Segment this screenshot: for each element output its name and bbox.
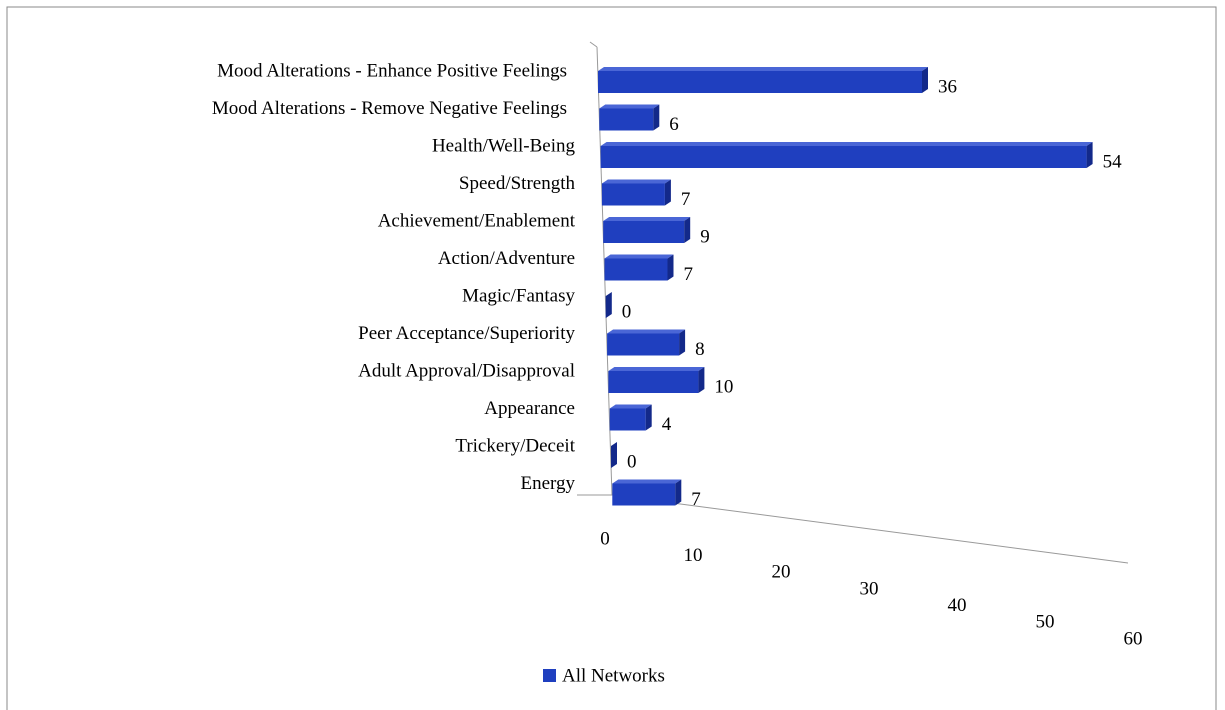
value-label: 4: [662, 414, 672, 435]
bar-end: [684, 217, 691, 243]
y-tick-label: Appearance: [484, 398, 575, 419]
bar-end: [675, 479, 682, 506]
bar: [607, 333, 680, 356]
x-tick-label: 40: [948, 595, 967, 616]
bar: [609, 408, 646, 431]
bar-end: [611, 442, 617, 468]
value-label: 6: [669, 114, 679, 135]
bar-top: [604, 254, 674, 259]
bar-top: [600, 142, 1093, 146]
bar-end: [1086, 142, 1093, 168]
legend-label: All Networks: [562, 665, 665, 686]
bar-top: [609, 404, 652, 409]
bar: [599, 108, 654, 131]
bar-top: [599, 104, 660, 109]
value-label: 0: [627, 451, 637, 472]
floor-edge: [611, 494, 1129, 564]
bar-end: [664, 179, 671, 206]
value-label: 7: [681, 189, 691, 210]
bar-end: [922, 67, 928, 93]
bar-top: [603, 217, 691, 221]
value-label: 10: [714, 376, 733, 397]
value-label: 7: [684, 264, 694, 285]
bar-end: [605, 292, 612, 318]
y-tick-label: Action/Adventure: [438, 248, 575, 269]
x-tick-label: 50: [1036, 612, 1055, 633]
value-label: 54: [1103, 151, 1123, 172]
y-tick-label: Health/Well-Being: [432, 135, 576, 156]
bar-end: [645, 404, 652, 431]
value-label: 36: [938, 76, 957, 97]
bar-top: [612, 479, 682, 484]
bar-top: [601, 179, 671, 184]
bar-end: [698, 367, 705, 393]
bar: [598, 71, 922, 93]
x-tick-label: 20: [772, 562, 791, 583]
x-tick-label: 60: [1124, 628, 1143, 649]
bar-end: [667, 254, 674, 281]
x-tick-label: 10: [684, 545, 703, 566]
bar: [612, 483, 676, 506]
y-tick-label: Speed/Strength: [459, 173, 576, 194]
x-tick-label: 0: [600, 528, 610, 549]
legend-swatch: [543, 669, 556, 682]
y-tick-label: Energy: [520, 473, 575, 494]
bar: [601, 183, 665, 206]
bar: [604, 258, 668, 281]
y-tick-label: Adult Approval/Disapproval: [358, 360, 575, 381]
y-tick-label: Achievement/Enablement: [378, 210, 576, 231]
bar-top: [607, 329, 686, 334]
bar-top: [598, 67, 928, 71]
y-tick-label: Peer Acceptance/Superiority: [358, 323, 575, 344]
y-tick-label: Trickery/Deceit: [455, 435, 575, 456]
y-tick-label: Magic/Fantasy: [462, 285, 575, 306]
bar: [608, 371, 699, 393]
y-tick-label: Mood Alterations - Enhance Positive Feel…: [217, 60, 567, 81]
value-label: 9: [700, 226, 710, 247]
value-label: 0: [622, 301, 632, 322]
value-label: 7: [691, 489, 701, 510]
wall-edge: [589, 41, 598, 48]
x-tick-label: 30: [860, 578, 879, 599]
chart-frame: [6, 6, 1217, 710]
bar-end: [653, 104, 660, 131]
y-tick-label: Mood Alterations - Remove Negative Feeli…: [212, 98, 567, 119]
value-label: 8: [695, 339, 705, 360]
bar: [603, 221, 685, 243]
bar-top: [608, 367, 705, 371]
bar: [600, 146, 1087, 168]
bar-end: [679, 329, 686, 356]
